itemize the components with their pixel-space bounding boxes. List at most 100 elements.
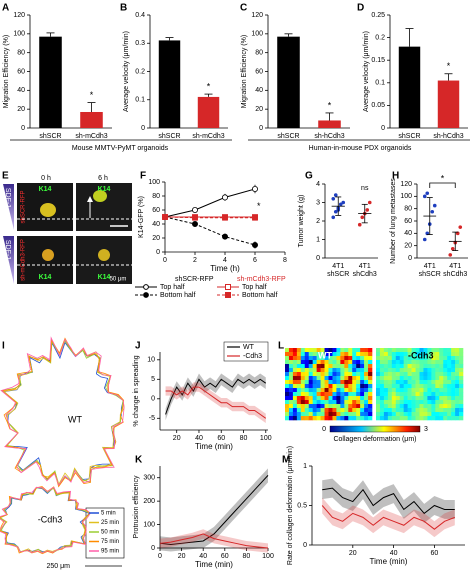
cell-label: -Cdh3: [38, 514, 63, 524]
heatmap-cell: [368, 380, 373, 385]
heatmap-cell: [415, 352, 420, 357]
heatmap-cell: [376, 376, 381, 381]
heatmap-cell: [376, 412, 381, 417]
heatmap-cell: [419, 400, 424, 405]
heatmap-cell: [403, 388, 408, 393]
heatmap-cell: [356, 404, 361, 409]
chart-panel: M 0 0.5 1 Rate of collagen deformation (μm/m…: [282, 446, 465, 566]
heatmap-cell: [407, 376, 412, 381]
legend-label: Top half: [160, 284, 185, 291]
heatmap-cell: [383, 376, 389, 381]
heatmap-cell: [344, 388, 349, 393]
caption: Mouse MMTV-PyMT organoids: [72, 145, 169, 152]
legend-box: [85, 507, 125, 559]
heatmap-cell: [300, 348, 306, 353]
heatmap-cell: [308, 356, 313, 361]
heatmap-cell: [435, 352, 440, 357]
heatmap-cell: [423, 412, 428, 417]
heatmap-cell: [356, 400, 361, 405]
heatmap-cell: [439, 408, 444, 413]
heatmap-cell: [415, 348, 420, 353]
heatmap-cell: [407, 404, 412, 409]
y-tick-label: 20: [404, 243, 412, 250]
y-tick-label: 80: [404, 206, 412, 213]
heatmap-cell: [296, 364, 302, 369]
heatmap-cell: [447, 372, 452, 377]
panel-letter: H: [392, 171, 399, 182]
x-axis-label: Time (h): [210, 264, 240, 273]
heatmap-cell: [296, 360, 302, 365]
heatmap-cell: [324, 388, 329, 393]
heatmap-cell: [316, 360, 321, 365]
heatmap-cell: [391, 348, 397, 353]
heatmap-cell: [348, 392, 353, 397]
heatmap-cell: [312, 348, 317, 353]
x-axis-label: Time (min): [195, 560, 233, 569]
heatmap-cell: [296, 404, 302, 409]
heatmap-cell: [403, 376, 408, 381]
heatmap-cell: [324, 404, 329, 409]
heatmap-cell: [415, 388, 420, 393]
heatmap-cell: [395, 352, 401, 357]
row-label: sh-mCdh3-RFP: [21, 239, 27, 281]
heatmap-cell: [285, 348, 290, 353]
heatmap-cell: [399, 380, 404, 385]
heatmap-cell: [376, 368, 381, 373]
heatmap-cell: [336, 368, 341, 373]
marker: [222, 214, 228, 221]
heatmap-cell: [427, 416, 432, 421]
heatmap-cell: [312, 388, 317, 393]
heatmap-cell: [376, 400, 381, 405]
heatmap-cell: [431, 392, 436, 397]
heatmap-cell: [403, 400, 408, 405]
heatmap-cell: [296, 372, 302, 377]
heatmap-cell: [403, 404, 408, 409]
heatmap-cell: [459, 396, 464, 401]
marker-label: K14: [98, 186, 111, 193]
heatmap-cell: [356, 360, 361, 365]
y-axis-label: Average velocity (μm/min): [123, 31, 130, 112]
heatmap-cell: [320, 372, 325, 377]
heatmap-cell: [447, 396, 452, 401]
heatmap-cell: [360, 404, 365, 409]
legend-label: 5 min: [101, 511, 116, 517]
heatmap-cell: [391, 380, 397, 385]
y-axis-label: Migration Efficiency (%): [3, 35, 10, 108]
heatmap-cell: [285, 360, 290, 365]
heatmap-cell: [316, 352, 321, 357]
heatmap-cell: [455, 368, 460, 373]
heatmap-cell: [352, 388, 357, 393]
heatmap-cell: [451, 392, 456, 397]
panel-e: E SDF-1 SDF-1 0 h 6 h shSCR-RFP sh-mCdh3…: [2, 171, 132, 284]
heatmap-cell: [348, 412, 353, 417]
heatmap-cell: [455, 392, 460, 397]
heatmap-cell: [383, 388, 389, 393]
x-tick-label: 80: [243, 553, 251, 560]
heatmap-cell: [427, 412, 432, 417]
heatmap-cell: [383, 384, 389, 389]
heatmap-cell: [387, 364, 393, 369]
heatmap-cell: [376, 352, 381, 357]
heatmap-cell: [312, 376, 317, 381]
heatmap-cell: [431, 372, 436, 377]
heatmap-cell: [320, 400, 325, 405]
x-tick-label: 2: [193, 257, 197, 264]
heatmap-cell: [304, 392, 310, 397]
heatmap-cell: [320, 368, 325, 373]
heatmap-cell: [324, 352, 329, 357]
heatmap-cell: [407, 380, 412, 385]
heatmap-cell: [455, 360, 460, 365]
heatmap-cell: [443, 388, 448, 393]
chart-panel: F 0 20 40 60 80 100 K14-GFP (%) 0 2 4 6 8 Time (h) shS…: [135, 171, 287, 299]
x-tick-label: 40: [195, 435, 203, 442]
heatmap-cell: [336, 408, 341, 413]
heatmap-cell: [352, 352, 357, 357]
heatmap-cell: [376, 348, 381, 353]
heatmap-cell: [376, 380, 381, 385]
y-tick-label: 2: [316, 218, 320, 225]
heatmap-cell: [336, 400, 341, 405]
heatmap-cell: [419, 392, 424, 397]
heatmap-cell: [427, 400, 432, 405]
heatmap-cell: [379, 400, 385, 405]
